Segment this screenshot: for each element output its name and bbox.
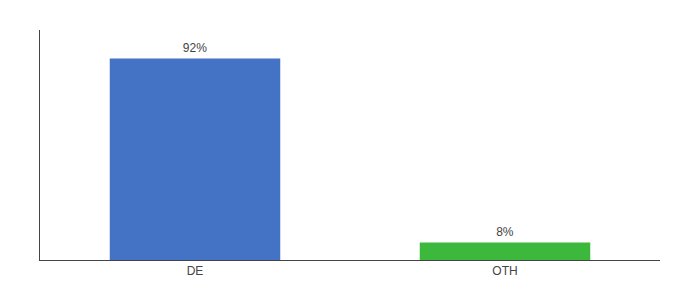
svg-text:92%: 92% <box>183 41 207 55</box>
svg-text:OTH: OTH <box>492 264 517 278</box>
svg-text:DE: DE <box>187 264 204 278</box>
svg-text:8%: 8% <box>496 225 514 239</box>
